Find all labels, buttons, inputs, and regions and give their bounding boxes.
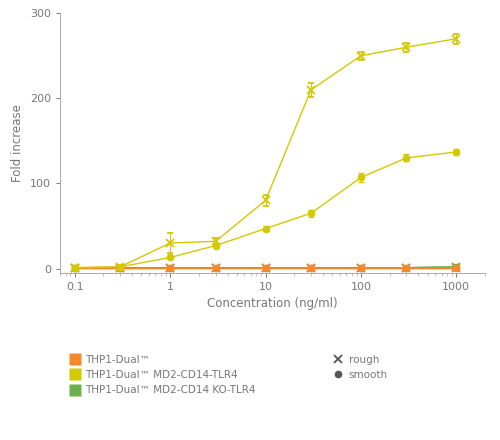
Legend: rough, smooth: rough, smooth <box>328 351 392 384</box>
X-axis label: Concentration (ng/ml): Concentration (ng/ml) <box>207 297 338 310</box>
Y-axis label: Fold increase: Fold increase <box>12 104 24 182</box>
